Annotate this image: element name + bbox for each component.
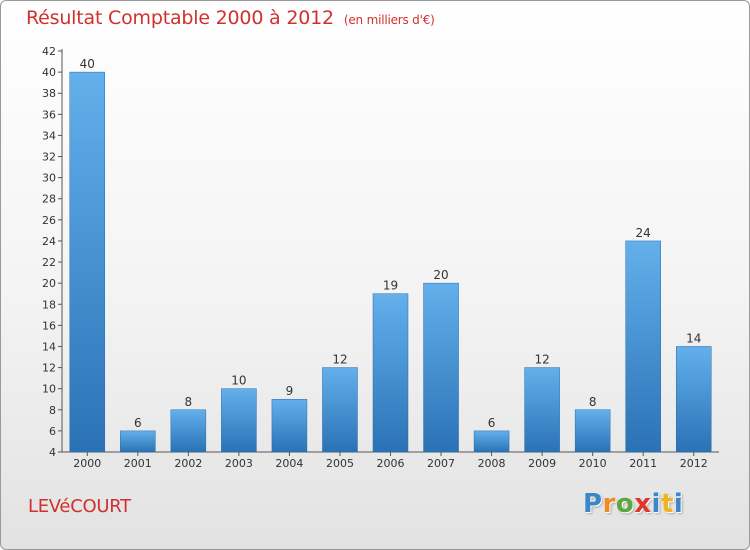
logo-letter: o <box>615 489 635 519</box>
x-tick-label: 2001 <box>124 457 152 470</box>
logo-letter: r <box>602 489 616 519</box>
x-tick-label: 2008 <box>478 457 506 470</box>
y-tick-label: 38 <box>42 87 56 100</box>
data-label: 20 <box>433 268 448 282</box>
bar-2006 <box>372 293 409 453</box>
x-tick-label: 2007 <box>427 457 455 470</box>
bar-2011 <box>625 240 661 453</box>
y-tick-label: 16 <box>42 319 56 332</box>
y-tick-label: 42 <box>42 45 56 58</box>
x-tick-label: 2005 <box>326 457 354 470</box>
y-tick-label: 40 <box>42 66 56 79</box>
y-tick-label: 36 <box>42 108 56 121</box>
bar-2012 <box>675 346 712 453</box>
data-label: 8 <box>589 395 597 409</box>
logo-letter: P <box>583 489 603 519</box>
y-tick-label: 24 <box>42 235 56 248</box>
bar-2001 <box>120 430 156 453</box>
bar-2008 <box>473 430 510 453</box>
y-tick-label: 34 <box>42 129 56 142</box>
data-label: 9 <box>286 384 294 398</box>
proxiti-logo[interactable]: Proxiti <box>583 489 683 519</box>
data-label: 40 <box>80 57 95 71</box>
x-tick-label: 2003 <box>225 457 253 470</box>
y-tick-label: 6 <box>49 425 56 438</box>
bar-2005 <box>322 367 358 453</box>
y-tick-label: 14 <box>42 340 56 353</box>
bar-2004 <box>271 398 308 453</box>
bar-2002 <box>170 409 207 453</box>
title-text: Résultat Comptable 2000 à 2012 <box>26 7 334 29</box>
x-tick-label: 2006 <box>377 457 405 470</box>
town-name: LEVéCOURT <box>28 496 131 517</box>
logo-letter: x <box>634 489 652 519</box>
y-tick-label: 12 <box>42 362 56 375</box>
bar-2000 <box>69 71 106 453</box>
logo-letter: i <box>651 489 661 519</box>
logo-letter: i <box>673 489 684 519</box>
bar-2003 <box>221 388 257 453</box>
x-tick-label: 2012 <box>680 457 708 470</box>
x-tick-label: 2010 <box>579 457 607 470</box>
bar-2010 <box>574 409 611 453</box>
x-tick-label: 2002 <box>174 457 202 470</box>
bars <box>69 71 712 453</box>
bar-2007 <box>423 282 459 453</box>
y-tick-label: 4 <box>49 446 56 459</box>
y-tick-label: 22 <box>42 256 56 269</box>
data-label: 6 <box>134 416 142 430</box>
chart-title: Résultat Comptable 2000 à 2012 (en millie… <box>26 7 435 29</box>
x-tick-label: 2009 <box>528 457 556 470</box>
y-tick-label: 26 <box>42 214 56 227</box>
x-tick-label: 2011 <box>629 457 657 470</box>
y-tick-label: 28 <box>42 193 56 206</box>
data-label: 24 <box>636 226 651 240</box>
bar-chart: 4 6 8 10 12 14 16 18 20 22 24 26 28 30 32 34 36 38 40 42 200… <box>42 45 719 470</box>
y-tick-label: 20 <box>42 277 56 290</box>
title-unit: (en milliers d'€) <box>343 13 435 27</box>
x-tick-label: 2000 <box>73 457 101 470</box>
y-tick-label: 30 <box>42 172 56 185</box>
logo-letter: t <box>660 489 674 519</box>
bar-2009 <box>524 367 560 453</box>
x-tick-label: 2004 <box>275 457 303 470</box>
y-tick-label: 10 <box>42 383 56 396</box>
y-tick-label: 8 <box>49 404 56 417</box>
data-label: 8 <box>185 395 193 409</box>
data-label: 19 <box>383 279 398 293</box>
y-tick-label: 32 <box>42 151 56 164</box>
data-label: 14 <box>686 331 701 345</box>
data-label: 6 <box>488 416 496 430</box>
data-label: 10 <box>231 374 246 388</box>
y-tick-label: 18 <box>42 298 56 311</box>
data-label: 12 <box>332 353 347 367</box>
data-label: 12 <box>534 353 549 367</box>
value-labels: 40 6 8 10 9 12 19 20 6 12 8 24 14 <box>80 57 702 430</box>
